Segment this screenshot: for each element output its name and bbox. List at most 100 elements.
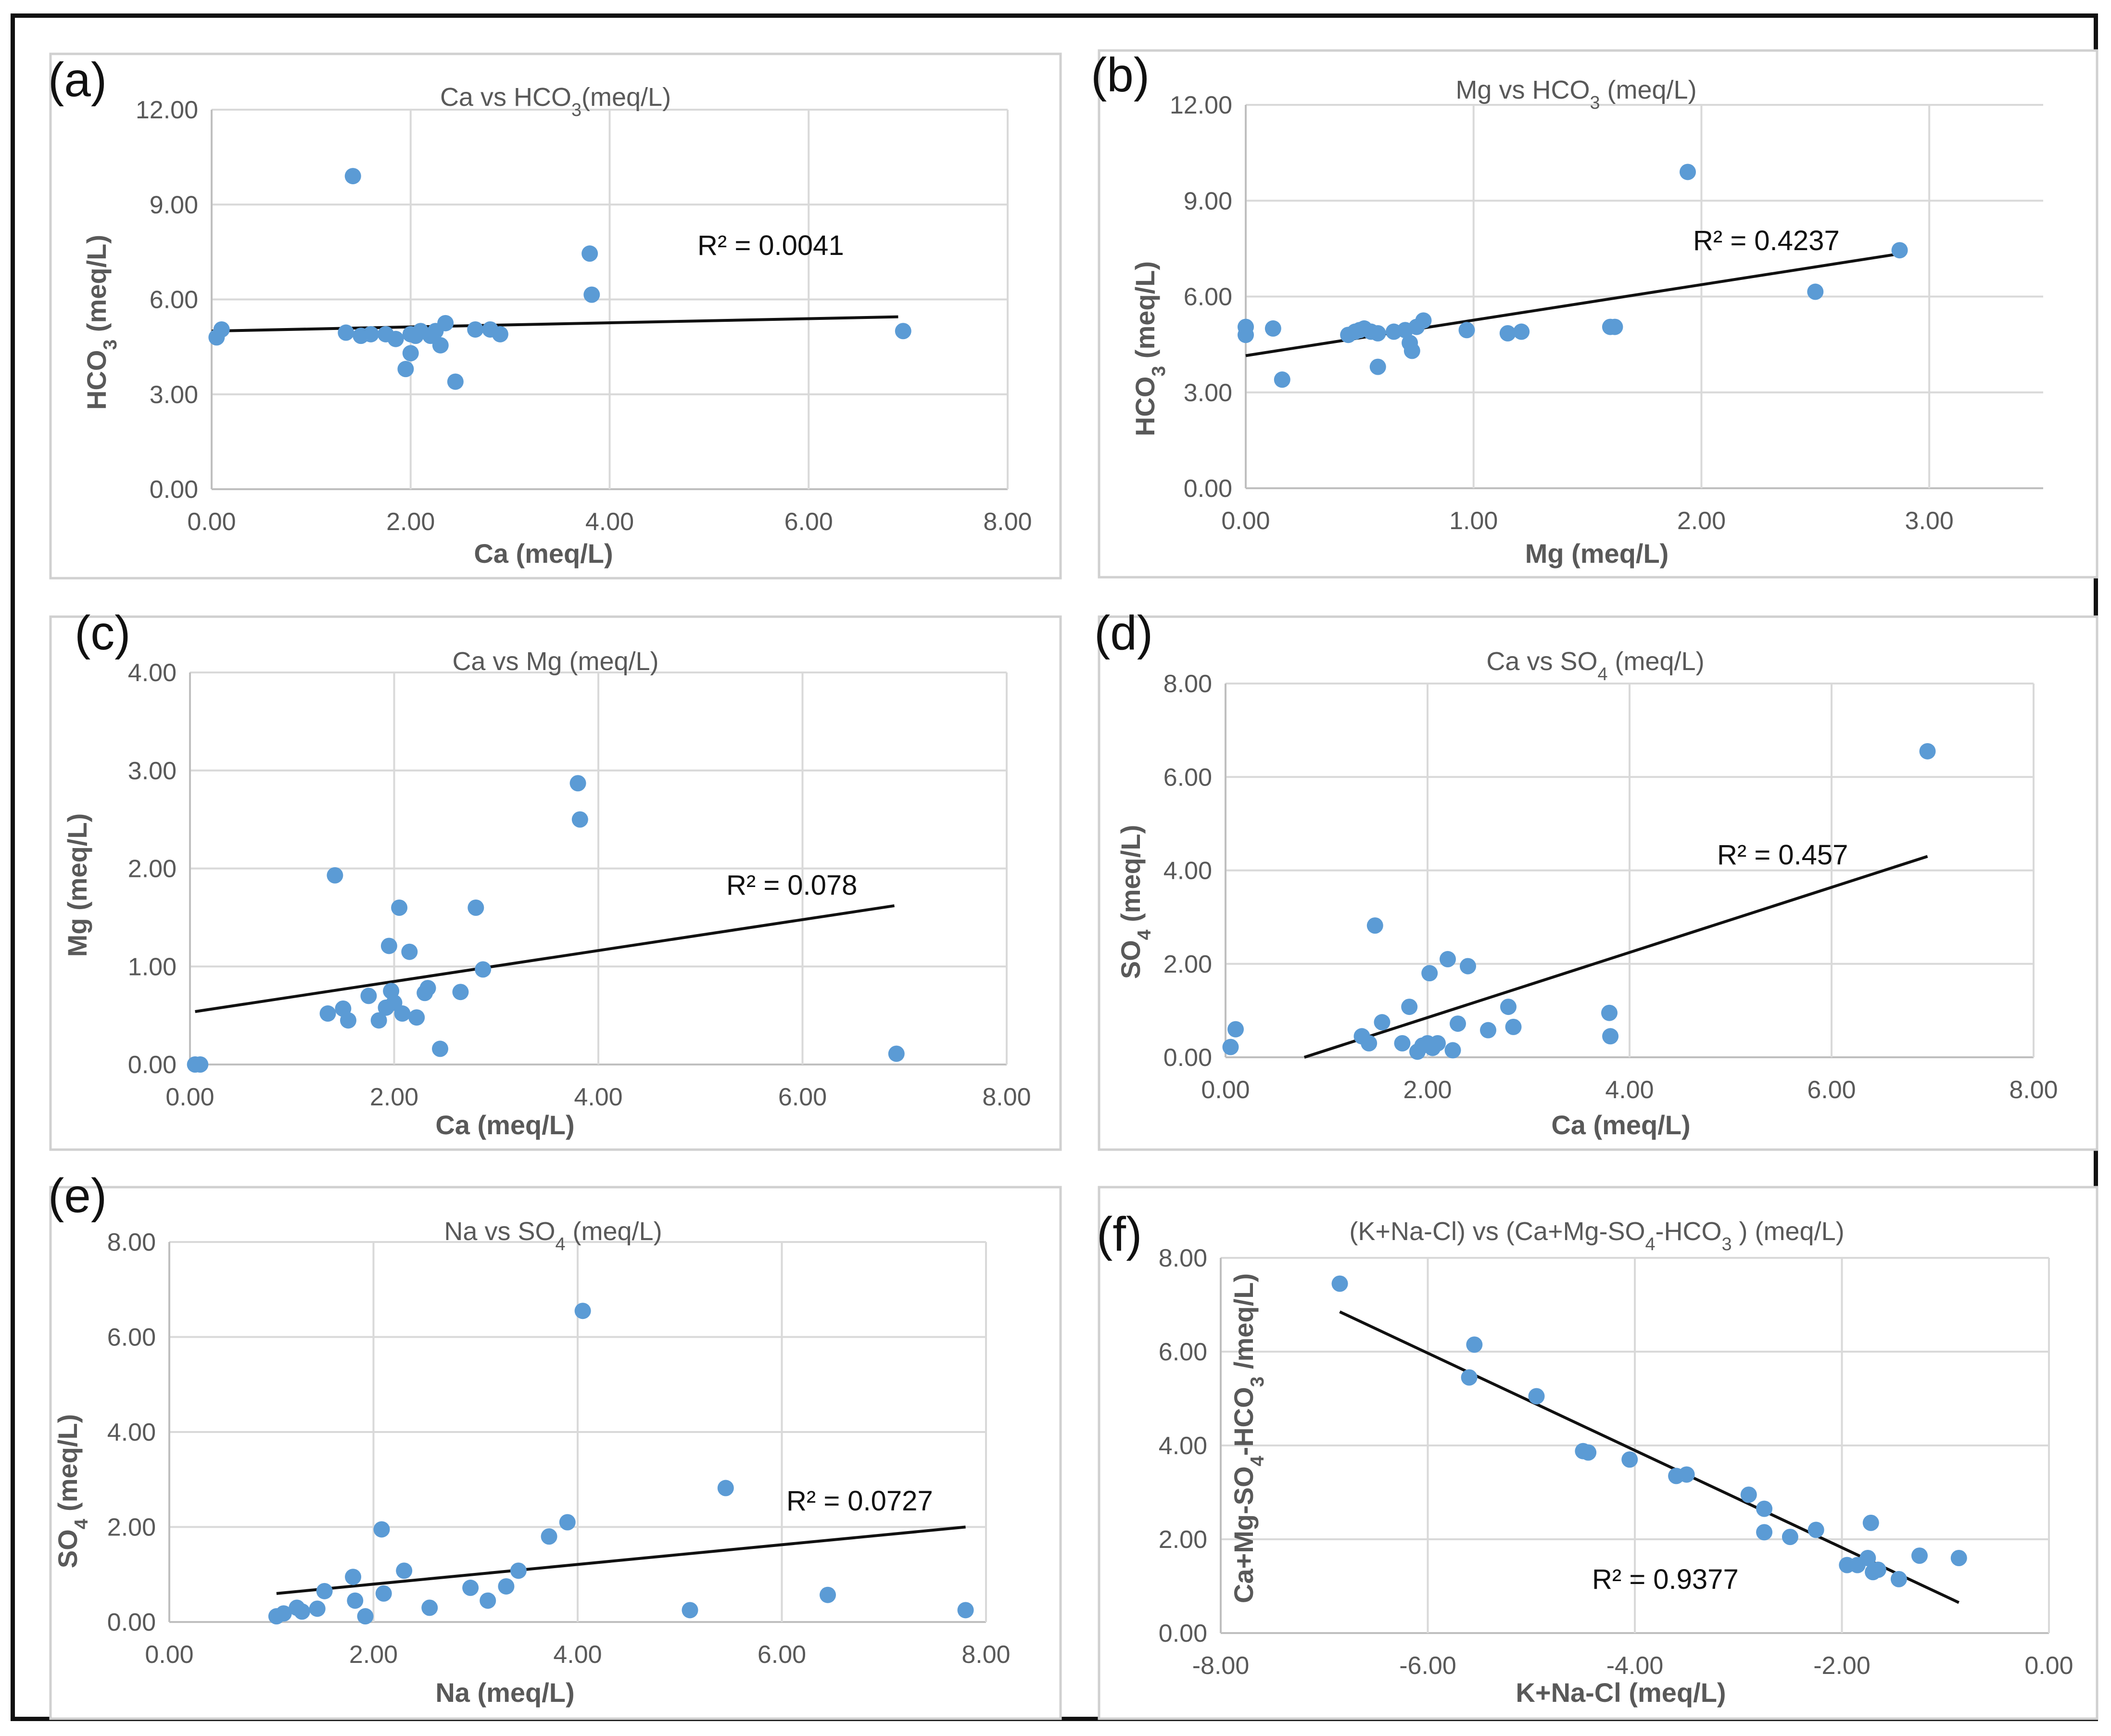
text-part: ) (meq/L) <box>1732 1217 1845 1246</box>
data-point <box>1403 342 1420 359</box>
data-point <box>213 321 230 338</box>
data-point <box>447 373 464 390</box>
y-tick-label: 8.00 <box>1163 670 1212 698</box>
data-point <box>1950 1550 1967 1566</box>
data-point <box>1415 312 1432 329</box>
y-tick-label: 0.00 <box>1184 475 1232 503</box>
data-point <box>309 1600 326 1617</box>
data-point <box>387 330 404 347</box>
x-tick-label: 4.00 <box>585 508 634 536</box>
r-squared-label: R² = 0.457 <box>1717 839 1848 871</box>
text-part: HCO <box>1130 377 1160 436</box>
data-point <box>1606 318 1623 335</box>
data-point <box>462 1579 479 1596</box>
data-point <box>1602 1028 1619 1045</box>
data-point <box>1460 958 1476 975</box>
x-axis-label: Ca (meq/L) <box>474 538 613 569</box>
text-part: Ca+Mg-SO <box>1228 1466 1259 1603</box>
data-point <box>1580 1444 1597 1461</box>
data-point <box>1499 325 1516 342</box>
data-point <box>1621 1451 1638 1468</box>
panel-c: 0.00 1.00 2.00 3.00 4.00 0.00 2.00 4.00 6.00 8.00… <box>49 606 1062 1151</box>
x-tick-label: 1.00 <box>1449 507 1498 535</box>
y-tick-label: 0.00 <box>1163 1044 1212 1072</box>
x-tick-label: 8.00 <box>983 508 1032 536</box>
x-tick-label: 6.00 <box>778 1083 827 1111</box>
data-point <box>1429 1035 1446 1052</box>
data-point <box>569 775 586 792</box>
data-point <box>275 1605 292 1622</box>
data-point <box>1808 1521 1824 1538</box>
data-point <box>396 1562 413 1579</box>
data-point <box>316 1583 333 1599</box>
y-axis-label: SO4 (meq/L) <box>52 1414 92 1568</box>
panel-d: 0.00 2.00 4.00 6.00 8.00 0.00 2.00 4.00 6.00 8.00… <box>1094 606 2098 1151</box>
data-point <box>717 1480 734 1496</box>
data-point <box>1680 164 1696 180</box>
x-tick-label: 0.00 <box>1221 507 1270 535</box>
text-part: (meq/L) <box>581 83 671 112</box>
y-tick-label: 3.00 <box>150 381 198 409</box>
y-tick-label: 0.00 <box>1159 1620 1207 1647</box>
data-point <box>468 900 484 916</box>
text-part: (meq/L) <box>81 235 112 340</box>
subscript-text: 3 <box>100 340 121 350</box>
text-part: -HCO <box>1228 1387 1259 1456</box>
y-tick-label: 12.00 <box>1170 91 1232 119</box>
y-tick-label: 2.00 <box>107 1514 156 1542</box>
data-point <box>571 811 588 828</box>
chart-title: Ca vs Mg (meq/L) <box>452 647 658 676</box>
data-point <box>1331 1275 1348 1292</box>
x-tick-label: 8.00 <box>2009 1076 2058 1104</box>
text-part: (meq/L) <box>566 1217 662 1246</box>
data-point <box>583 286 600 303</box>
data-point <box>357 1608 374 1625</box>
y-tick-label: 12.00 <box>136 96 198 124</box>
panel-background <box>1098 49 2098 579</box>
subscript-text: 4 <box>1597 664 1607 684</box>
panel-background <box>49 1186 1062 1720</box>
data-point <box>1394 1035 1411 1052</box>
data-point <box>1401 999 1418 1015</box>
chart-title: Mg vs HCO3 (meq/L) <box>1455 76 1696 113</box>
panel-letter: (b) <box>1091 48 1150 102</box>
x-tick-label: 0.00 <box>145 1641 193 1669</box>
y-tick-label: 6.00 <box>150 286 198 314</box>
data-point <box>192 1056 209 1073</box>
text-part: -HCO <box>1656 1217 1722 1246</box>
panel-b: 0.00 3.00 6.00 9.00 12.00 0.00 1.00 2.00 3.00 Mg … <box>1091 48 2098 579</box>
text-part: (meq/L) <box>1130 261 1160 366</box>
x-axis-label: Ca (meq/L) <box>1551 1110 1690 1140</box>
data-point <box>437 315 454 331</box>
y-tick-label: 8.00 <box>107 1229 156 1256</box>
data-point <box>1274 371 1290 388</box>
chart-title: Ca vs SO4 (meq/L) <box>1486 647 1704 684</box>
subscript-text: 3 <box>1247 1377 1268 1387</box>
y-tick-label: 9.00 <box>150 191 198 219</box>
data-point <box>957 1602 974 1619</box>
data-point <box>1466 1336 1483 1353</box>
y-axis-label: Mg (meq/L) <box>62 813 92 957</box>
text-part: SO <box>1115 940 1146 979</box>
text-part: (meq/L) <box>1115 825 1146 930</box>
subscript-text: 3 <box>1722 1234 1732 1254</box>
r-squared-label: R² = 0.9377 <box>1592 1564 1739 1595</box>
y-tick-label: 1.00 <box>128 953 177 981</box>
x-tick-label: 2.00 <box>370 1083 418 1111</box>
y-tick-label: 9.00 <box>1184 187 1232 215</box>
text-part: SO <box>52 1529 83 1568</box>
subscript-text: 4 <box>1134 929 1155 940</box>
y-tick-label: 4.00 <box>1163 857 1212 885</box>
y-tick-label: 0.00 <box>150 476 198 504</box>
y-tick-label: 6.00 <box>1184 283 1232 311</box>
y-tick-label: 6.00 <box>1163 763 1212 791</box>
y-axis-label: HCO3 (meq/L) <box>1130 261 1169 436</box>
data-point <box>480 1592 496 1609</box>
panel-letter: (d) <box>1094 606 1153 660</box>
chart-title: (K+Na-Cl) vs (Ca+Mg-SO4-HCO3 ) (meq/L) <box>1349 1217 1844 1254</box>
r-squared-label: R² = 0.0727 <box>786 1485 933 1517</box>
data-point <box>1366 917 1383 934</box>
data-point <box>1911 1547 1928 1564</box>
y-tick-label: 3.00 <box>1184 379 1232 407</box>
text-part: (meq/L) <box>52 1414 83 1519</box>
